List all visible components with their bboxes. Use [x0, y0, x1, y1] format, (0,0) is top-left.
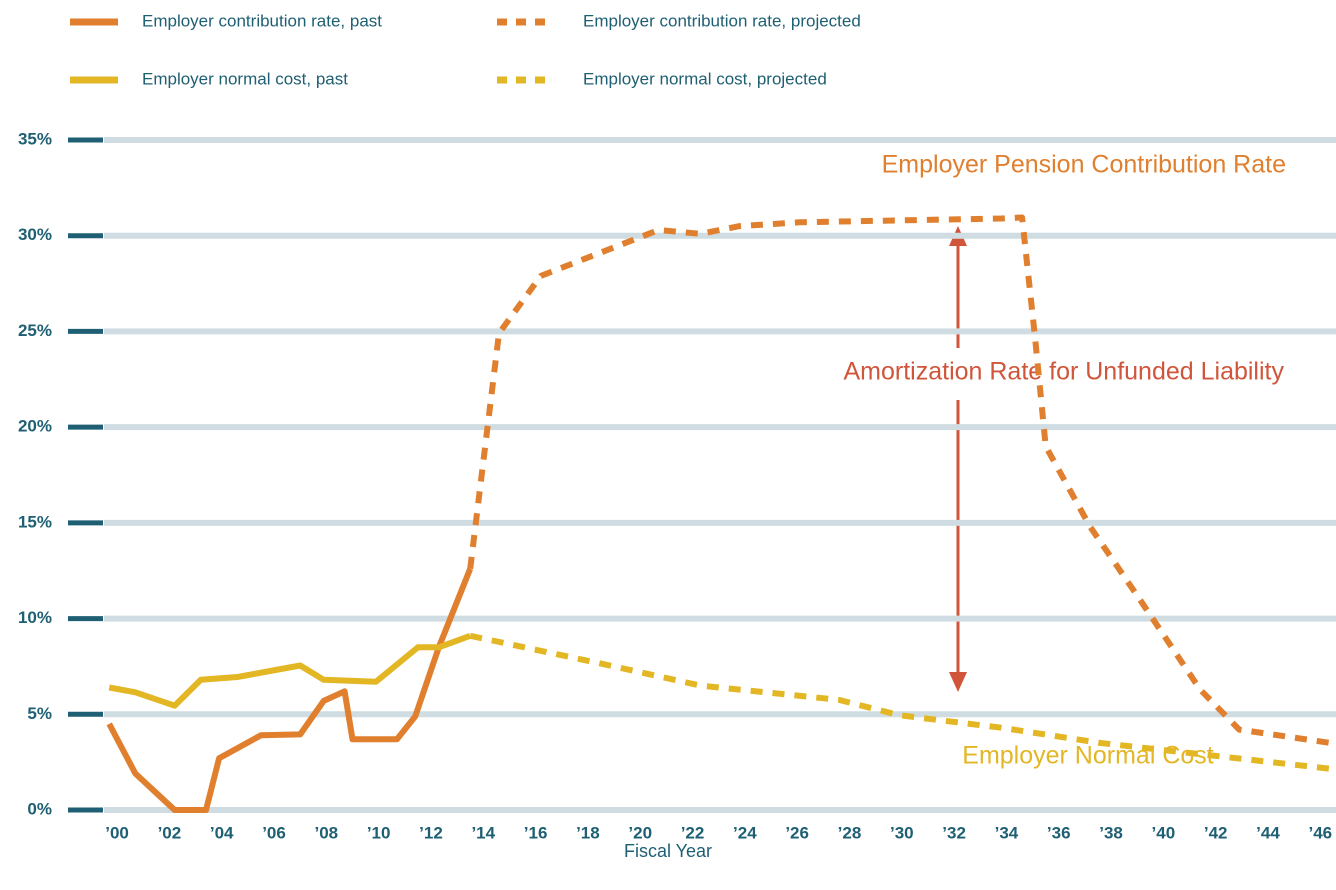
x-tick-label: ’04 [210, 823, 234, 842]
x-tick-label: ’34 [995, 823, 1019, 842]
annotation: Employer Normal Cost [962, 742, 1214, 770]
x-tick-label: ’20 [628, 823, 652, 842]
x-tick-label: ’00 [105, 823, 129, 842]
annotation: Employer Pension Contribution Rate [882, 151, 1286, 179]
x-tick-label: ’28 [838, 823, 862, 842]
x-tick-label: ’02 [158, 823, 182, 842]
x-tick-label: ’08 [315, 823, 339, 842]
arrow-head-down [949, 672, 967, 692]
series-line [467, 214, 1332, 746]
plot: 0% 5% 10% 15% 20% 25% 30% 35% ’00 ’02 ’04 ’06 ’08 ’10… [18, 11, 1336, 842]
x-tick-label: ’12 [419, 823, 443, 842]
x-tick-label: ’10 [367, 823, 391, 842]
series-line [108, 632, 472, 709]
x-axis-label: Fiscal Year [624, 841, 712, 861]
x-tick-label: ’38 [1099, 823, 1123, 842]
x-tick-label: ’14 [471, 823, 495, 842]
legend-label: Employer normal cost, projected [583, 69, 827, 88]
x-tick-label: ’46 [1308, 823, 1332, 842]
x-tick-label: ’30 [890, 823, 914, 842]
series-line [469, 632, 1332, 772]
y-tick-label: 25% [18, 321, 52, 340]
x-tick-label: ’40 [1152, 823, 1176, 842]
legend-label: Employer contribution rate, projected [583, 11, 861, 30]
x-tick-label: ’22 [681, 823, 705, 842]
y-tick-label: 0% [27, 799, 52, 818]
x-tick-label: ’26 [785, 823, 809, 842]
x-tick-label: ’44 [1256, 823, 1280, 842]
x-tick-label: ’24 [733, 823, 757, 842]
x-tick-label: ’42 [1204, 823, 1228, 842]
x-tick-label: ’32 [942, 823, 966, 842]
x-tick-label: ’36 [1047, 823, 1071, 842]
y-tick-label: 35% [18, 129, 52, 148]
x-tick-label: ’06 [262, 823, 286, 842]
x-tick-label: ’16 [524, 823, 548, 842]
y-tick-label: 20% [18, 417, 52, 436]
y-tick-label: 10% [18, 608, 52, 627]
y-tick-label: 15% [18, 512, 52, 531]
x-tick-label: ’18 [576, 823, 600, 842]
annotation: Amortization Rate for Unfunded Liability [843, 358, 1284, 386]
legend-label: Employer contribution rate, past [142, 11, 382, 30]
y-tick-label: 5% [27, 704, 52, 723]
series-line [106, 567, 473, 813]
legend-label: Employer normal cost, past [142, 69, 348, 88]
y-tick-label: 30% [18, 225, 52, 244]
